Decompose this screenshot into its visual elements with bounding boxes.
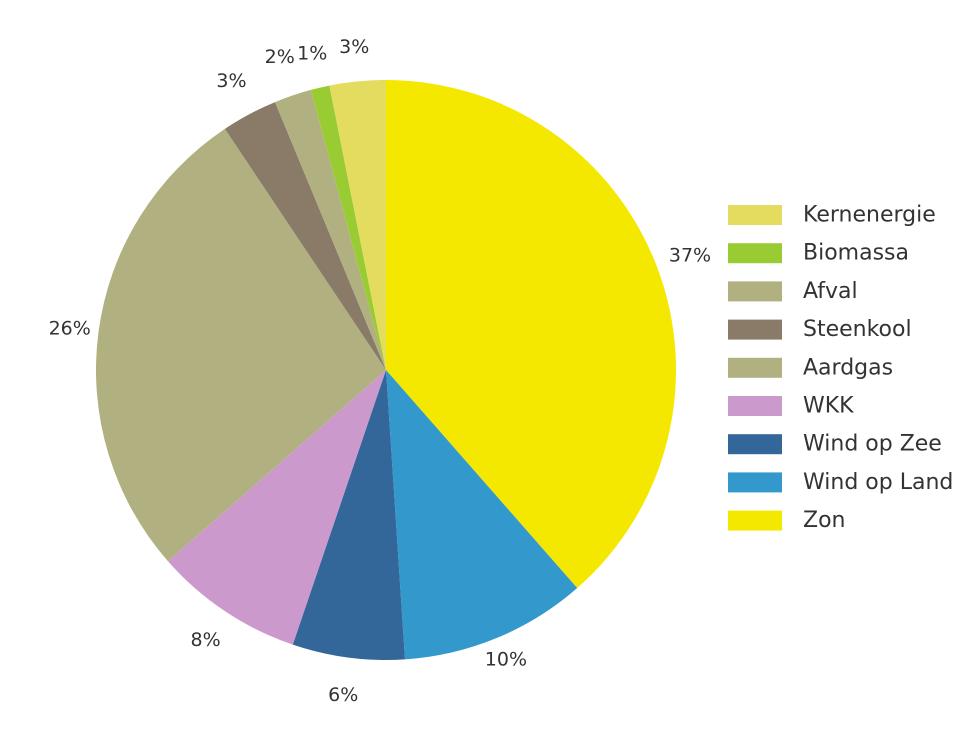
legend-label-wind-op-zee: Wind op Zee [803,432,942,457]
legend-label-aardgas: Aardgas [803,355,893,380]
pie-slice-steenkool [224,102,386,370]
legend-swatch-biomassa [728,243,782,264]
legend-item-kernenergie: Kernenergie [728,203,936,228]
pie-slice-wkk [167,370,386,645]
legend-label-zon: Zon [803,508,845,533]
legend-swatch-wind-op-land [728,472,782,493]
pie-label-wind-op-zee: 6% [328,684,358,706]
legend-item-aardgas: Aardgas [728,355,893,380]
pie-label-biomassa: 1% [297,43,327,65]
pie-slice-afval [275,89,386,370]
legend-label-steenkool: Steenkool [803,317,912,342]
legend-item-wind-op-land: Wind op Land [728,470,953,495]
pie-slice-aardgas [95,128,386,562]
pie-label-steenkool: 3% [216,70,246,92]
legend-item-afval: Afval [728,279,858,304]
pie-slice-zon [386,80,676,589]
pie-label-wkk: 8% [191,629,221,651]
pie-label-afval: 2% [265,46,295,68]
legend-item-zon: Zon [728,508,845,533]
pie-label-wind-op-land: 10% [485,648,527,670]
legend-swatch-afval [728,281,782,302]
pie-slice-wind-op-land [386,370,578,660]
legend-item-wind-op-zee: Wind op Zee [728,432,942,457]
legend-swatch-kernenergie [728,205,782,225]
legend-swatch-wkk [728,396,782,416]
legend: Kernenergie Biomassa Afval Steenkool Aardgas… [728,203,953,533]
legend-item-biomassa: Biomassa [728,241,909,266]
legend-item-steenkool: Steenkool [728,317,912,342]
legend-swatch-zon [728,510,782,531]
pie-slices [95,80,676,661]
pie-slice-biomassa [310,85,386,370]
legend-swatch-steenkool [728,319,782,340]
pie-label-zon: 37% [669,245,711,267]
legend-label-wkk: WKK [803,394,854,419]
pie-slice-wind-op-zee [292,370,405,661]
legend-label-biomassa: Biomassa [803,241,909,266]
pie-percentage-labels: 37% 10% 6% 8% 26% 3% 2% 1% 3% [49,36,712,706]
legend-item-wkk: WKK [728,394,854,419]
pie-label-aardgas: 26% [49,317,91,339]
legend-label-kernenergie: Kernenergie [803,203,936,228]
legend-label-wind-op-land: Wind op Land [803,470,953,495]
legend-swatch-aardgas [728,357,782,378]
pie-label-kernenergie: 3% [339,36,369,58]
pie-slice-kernenergie [329,80,386,370]
legend-swatch-wind-op-zee [728,434,782,455]
legend-label-afval: Afval [803,279,858,304]
